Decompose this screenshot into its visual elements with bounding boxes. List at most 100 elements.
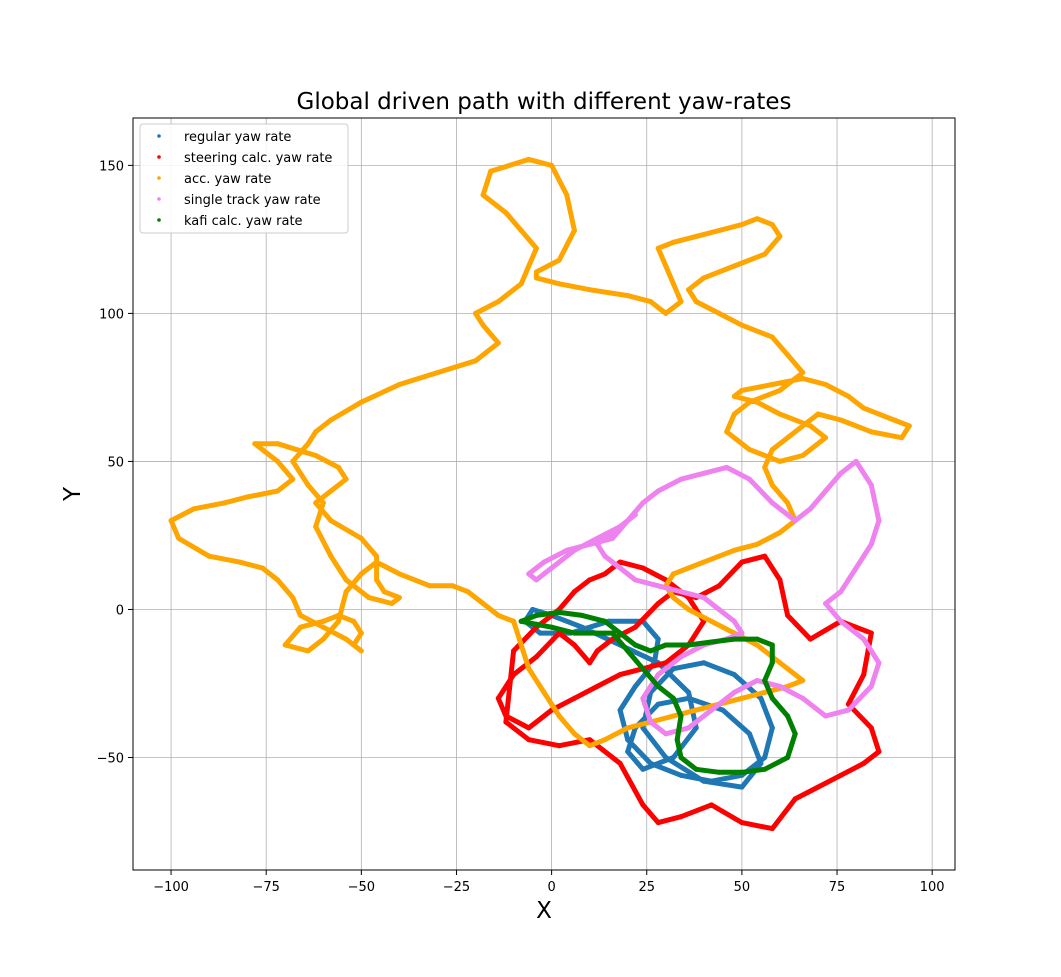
point-steering-calc-yaw-rate bbox=[595, 648, 600, 653]
point-acc-yaw-rate bbox=[838, 418, 843, 423]
point-single-track-yaw-rate bbox=[701, 595, 706, 600]
point-kafi-calc-yaw-rate bbox=[618, 631, 623, 636]
legend-marker bbox=[157, 134, 161, 138]
point-acc-yaw-rate bbox=[625, 293, 630, 298]
point-steering-calc-yaw-rate bbox=[876, 749, 881, 754]
point-acc-yaw-rate bbox=[747, 400, 752, 405]
point-acc-yaw-rate bbox=[488, 169, 493, 174]
point-acc-yaw-rate bbox=[686, 566, 691, 571]
point-acc-yaw-rate bbox=[777, 459, 782, 464]
point-single-track-yaw-rate bbox=[846, 708, 851, 713]
legend-marker bbox=[157, 197, 161, 201]
point-acc-yaw-rate bbox=[694, 299, 699, 304]
point-single-track-yaw-rate bbox=[679, 654, 684, 659]
x-tick-label: −25 bbox=[443, 880, 470, 895]
point-acc-yaw-rate bbox=[481, 601, 486, 606]
x-tick-label: −75 bbox=[252, 880, 279, 895]
point-single-track-yaw-rate bbox=[739, 631, 744, 636]
point-kafi-calc-yaw-rate bbox=[762, 767, 767, 772]
point-acc-yaw-rate bbox=[328, 418, 333, 423]
point-single-track-yaw-rate bbox=[838, 471, 843, 476]
point-acc-yaw-rate bbox=[671, 571, 676, 576]
point-acc-yaw-rate bbox=[321, 500, 326, 505]
point-kafi-calc-yaw-rate bbox=[572, 631, 577, 636]
point-acc-yaw-rate bbox=[290, 595, 295, 600]
point-acc-yaw-rate bbox=[519, 643, 524, 648]
point-acc-yaw-rate bbox=[290, 477, 295, 482]
point-acc-yaw-rate bbox=[732, 264, 737, 269]
point-single-track-yaw-rate bbox=[861, 637, 866, 642]
point-steering-calc-yaw-rate bbox=[679, 814, 684, 819]
point-kafi-calc-yaw-rate bbox=[675, 737, 680, 742]
point-kafi-calc-yaw-rate bbox=[762, 678, 767, 683]
point-single-track-yaw-rate bbox=[610, 530, 615, 535]
point-acc-yaw-rate bbox=[542, 690, 547, 695]
point-single-track-yaw-rate bbox=[724, 465, 729, 470]
point-acc-yaw-rate bbox=[755, 216, 760, 221]
point-acc-yaw-rate bbox=[770, 483, 775, 488]
point-kafi-calc-yaw-rate bbox=[534, 622, 539, 627]
point-regular-yaw-rate bbox=[656, 702, 661, 707]
point-kafi-calc-yaw-rate bbox=[686, 643, 691, 648]
point-acc-yaw-rate bbox=[572, 731, 577, 736]
point-steering-calc-yaw-rate bbox=[534, 654, 539, 659]
point-kafi-calc-yaw-rate bbox=[732, 637, 737, 642]
point-acc-yaw-rate bbox=[816, 412, 821, 417]
point-acc-yaw-rate bbox=[739, 323, 744, 328]
point-steering-calc-yaw-rate bbox=[640, 566, 645, 571]
point-single-track-yaw-rate bbox=[732, 690, 737, 695]
point-acc-yaw-rate bbox=[732, 412, 737, 417]
point-acc-yaw-rate bbox=[389, 601, 394, 606]
point-single-track-yaw-rate bbox=[633, 577, 638, 582]
point-acc-yaw-rate bbox=[496, 299, 501, 304]
point-kafi-calc-yaw-rate bbox=[602, 619, 607, 624]
point-steering-calc-yaw-rate bbox=[618, 672, 623, 677]
point-acc-yaw-rate bbox=[686, 607, 691, 612]
plot-series bbox=[169, 157, 912, 831]
point-steering-calc-yaw-rate bbox=[511, 672, 516, 677]
point-steering-calc-yaw-rate bbox=[633, 625, 638, 630]
point-steering-calc-yaw-rate bbox=[526, 725, 531, 730]
point-acc-yaw-rate bbox=[275, 577, 280, 582]
point-single-track-yaw-rate bbox=[777, 684, 782, 689]
point-regular-yaw-rate bbox=[739, 785, 744, 790]
point-acc-yaw-rate bbox=[785, 666, 790, 671]
point-single-track-yaw-rate bbox=[526, 571, 531, 576]
point-regular-yaw-rate bbox=[686, 696, 691, 701]
point-acc-yaw-rate bbox=[907, 423, 912, 428]
point-acc-yaw-rate bbox=[526, 666, 531, 671]
point-single-track-yaw-rate bbox=[595, 536, 600, 541]
point-acc-yaw-rate bbox=[656, 246, 661, 251]
point-acc-yaw-rate bbox=[473, 358, 478, 363]
point-acc-yaw-rate bbox=[709, 619, 714, 624]
point-regular-yaw-rate bbox=[720, 708, 725, 713]
x-axis: −100 −75 −50 −25 0 25 50 75 100 bbox=[153, 870, 944, 895]
point-acc-yaw-rate bbox=[777, 412, 782, 417]
point-regular-yaw-rate bbox=[758, 761, 763, 766]
point-acc-yaw-rate bbox=[800, 678, 805, 683]
point-acc-yaw-rate bbox=[823, 435, 828, 440]
point-steering-calc-yaw-rate bbox=[602, 571, 607, 576]
point-acc-yaw-rate bbox=[892, 418, 897, 423]
point-single-track-yaw-rate bbox=[648, 720, 653, 725]
point-regular-yaw-rate bbox=[663, 755, 668, 760]
point-acc-yaw-rate bbox=[382, 589, 387, 594]
point-acc-yaw-rate bbox=[313, 524, 318, 529]
point-single-track-yaw-rate bbox=[542, 560, 547, 565]
point-acc-yaw-rate bbox=[473, 311, 478, 316]
point-steering-calc-yaw-rate bbox=[793, 796, 798, 801]
point-steering-calc-yaw-rate bbox=[618, 761, 623, 766]
point-single-track-yaw-rate bbox=[755, 678, 760, 683]
point-acc-yaw-rate bbox=[275, 489, 280, 494]
point-steering-calc-yaw-rate bbox=[739, 820, 744, 825]
point-single-track-yaw-rate bbox=[663, 731, 668, 736]
point-acc-yaw-rate bbox=[823, 382, 828, 387]
point-steering-calc-yaw-rate bbox=[770, 826, 775, 831]
point-single-track-yaw-rate bbox=[823, 489, 828, 494]
point-acc-yaw-rate bbox=[557, 281, 562, 286]
point-kafi-calc-yaw-rate bbox=[595, 631, 600, 636]
x-tick-label: 25 bbox=[638, 880, 655, 895]
point-acc-yaw-rate bbox=[374, 554, 379, 559]
y-tick-label: 50 bbox=[107, 455, 124, 470]
point-acc-yaw-rate bbox=[732, 394, 737, 399]
